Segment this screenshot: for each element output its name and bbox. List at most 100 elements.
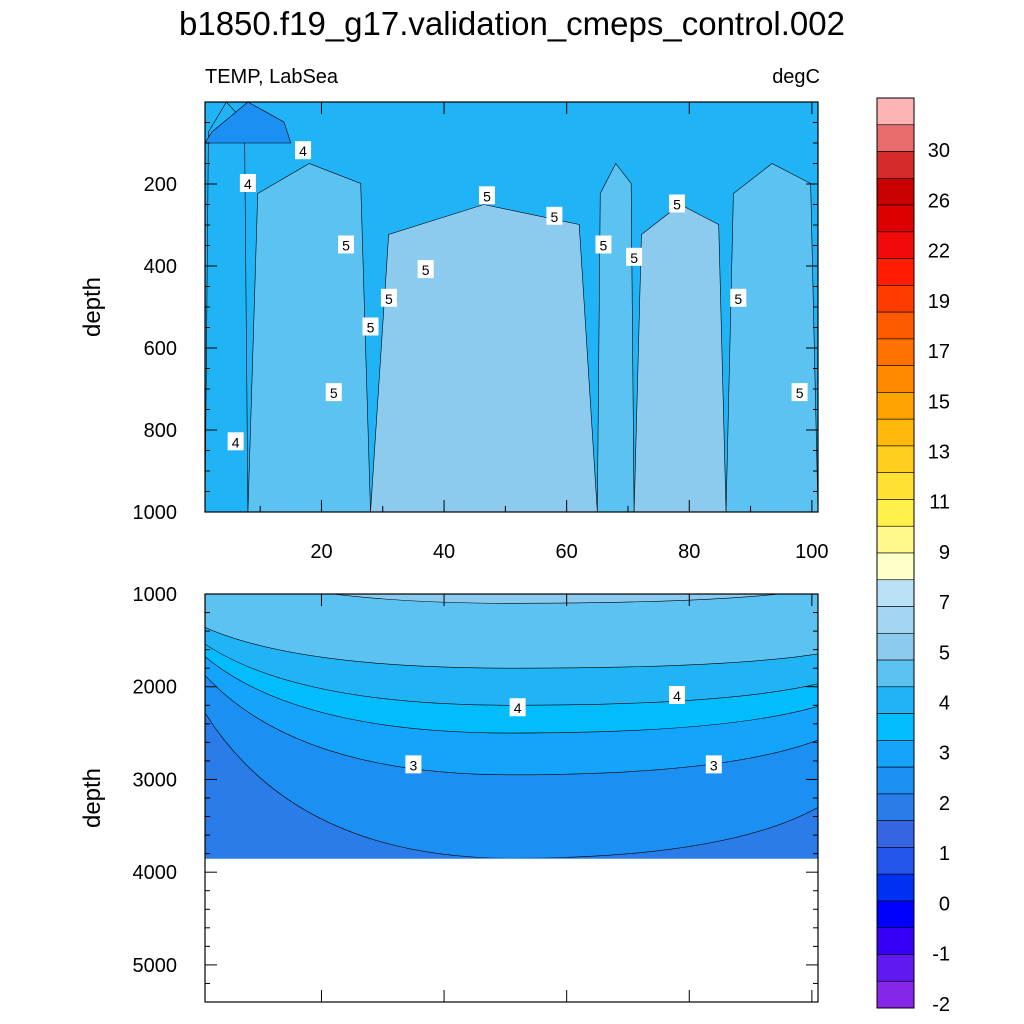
colorbar-frame xyxy=(876,97,915,1009)
lower-contour-label-bg xyxy=(405,755,422,774)
upper-contour-label-bg xyxy=(417,260,434,279)
lower-contour-band xyxy=(205,594,818,604)
upper-contour-label-bg xyxy=(546,206,563,225)
upper-contour-label: 4 xyxy=(299,143,307,159)
lower-contour-label-bg xyxy=(509,698,526,717)
lower-contour-label-bg xyxy=(669,686,686,704)
upper-fills xyxy=(205,102,818,512)
lower-contour-label: 4 xyxy=(514,700,522,716)
upper-x-tick-label: 100 xyxy=(795,541,828,563)
upper-contour-label-bg xyxy=(380,288,397,307)
colorbar-swatch xyxy=(876,659,915,688)
colorbar-swatch xyxy=(876,392,915,420)
colorbar-swatch xyxy=(876,338,915,366)
lower-contour-label: 3 xyxy=(410,757,418,773)
lower-contour-label-bg xyxy=(705,755,722,774)
upper-contour-label-bg xyxy=(595,235,612,254)
upper-contour-label: 5 xyxy=(330,385,338,401)
colorbar: 30 26 22 19 17 15 13 11 9 7 5 4 3 2 1 0 -1 -2 xyxy=(876,97,950,1016)
upper-contour-label-bg xyxy=(227,432,244,451)
colorbar-label: 1 xyxy=(939,843,950,865)
upper-contour-label-bg xyxy=(337,235,354,254)
colorbar-label: -1 xyxy=(932,944,950,966)
upper-contour-label: 5 xyxy=(342,238,350,254)
colorbar-swatch xyxy=(876,177,915,206)
colorbar-swatch xyxy=(876,927,915,955)
colorbar-swatch xyxy=(876,525,915,554)
lower-panel: 1000 2000 3000 4000 5000 depth 4 4 3 3 xyxy=(79,584,819,1003)
upper-y-tick-label: 400 xyxy=(144,256,177,278)
colorbar-label: 2 xyxy=(939,793,950,815)
upper-contour-label-bg xyxy=(362,317,379,336)
lower-y-tick-label: 2000 xyxy=(133,677,178,699)
figure-title: b1850.f19_g17.validation_cmeps_control.0… xyxy=(179,5,845,42)
colorbar-swatch xyxy=(876,740,915,768)
colorbar-swatch xyxy=(876,713,915,741)
upper-contour-region xyxy=(597,162,635,512)
lower-y-tick-label: 5000 xyxy=(133,955,178,977)
colorbar-swatch xyxy=(876,820,915,848)
upper-contour-region xyxy=(205,102,292,144)
colorbar-label: 11 xyxy=(929,492,950,514)
upper-y-tick-label: 1000 xyxy=(133,502,178,524)
upper-contour-label-bg xyxy=(626,247,643,266)
colorbar-label: 7 xyxy=(939,592,950,614)
upper-x-tick-label: 20 xyxy=(310,541,332,563)
colorbar-swatch xyxy=(876,632,915,661)
lower-contour-label: 3 xyxy=(710,757,718,773)
colorbar-label: 0 xyxy=(939,893,950,915)
upper-x-tick-label: 60 xyxy=(556,541,578,563)
upper-contour-label-bg xyxy=(791,383,808,402)
colorbar-swatch xyxy=(876,579,915,607)
colorbar-label: 5 xyxy=(939,642,950,664)
lower-y-axis-label: depth xyxy=(79,768,106,828)
colorbar-label: 4 xyxy=(939,693,950,715)
lower-y-tick-label: 4000 xyxy=(133,862,178,884)
colorbar-swatch xyxy=(876,151,915,179)
lower-y-tick-label: 3000 xyxy=(133,769,178,791)
upper-contour-label: 5 xyxy=(600,238,608,254)
colorbar-swatch xyxy=(876,847,915,875)
upper-contour-label: 5 xyxy=(422,262,430,278)
upper-y-axis-label: depth xyxy=(79,277,106,337)
upper-contour-label: 5 xyxy=(483,188,491,204)
upper-contour-label: 5 xyxy=(551,209,559,225)
colorbar-swatch xyxy=(876,793,915,821)
colorbar-swatch xyxy=(876,980,915,1009)
upper-contour-label-bg xyxy=(325,383,342,402)
colorbar-swatch xyxy=(876,258,915,286)
upper-contour-label-bg xyxy=(669,194,686,213)
colorbar-swatch xyxy=(876,97,915,126)
lower-fills xyxy=(205,594,818,859)
upper-y-tick-label: 600 xyxy=(144,338,177,360)
upper-contour-label-bg xyxy=(730,288,747,307)
upper-contour-region xyxy=(725,163,818,512)
colorbar-swatch xyxy=(876,686,915,714)
upper-contour-label: 4 xyxy=(244,176,252,192)
colorbar-swatch xyxy=(876,311,915,340)
colorbar-swatch xyxy=(876,499,915,527)
upper-contour-label: 5 xyxy=(734,291,742,307)
colorbar-label: 26 xyxy=(928,190,950,212)
colorbar-label: -2 xyxy=(932,994,950,1016)
colorbar-swatch xyxy=(876,766,915,795)
upper-x-tick-label: 80 xyxy=(678,541,700,563)
upper-contour-label-bg xyxy=(478,186,495,205)
upper-contour-region xyxy=(370,204,598,512)
colorbar-swatch xyxy=(876,124,915,152)
upper-contour-region xyxy=(205,102,249,512)
upper-y-tick-label: 800 xyxy=(144,420,177,442)
upper-y-tick-label: 200 xyxy=(144,174,177,196)
colorbar-swatch xyxy=(876,204,915,233)
colorbar-swatch xyxy=(876,954,915,982)
upper-contour-label: 5 xyxy=(367,320,375,336)
colorbar-swatch xyxy=(876,552,915,581)
colorbar-swatch xyxy=(876,445,915,474)
colorbar-swatch xyxy=(876,873,915,902)
colorbar-label: 15 xyxy=(928,391,950,413)
lower-y-tick-label: 1000 xyxy=(133,584,178,606)
upper-contour-label-bg xyxy=(295,141,312,160)
colorbar-swatch xyxy=(876,472,915,500)
